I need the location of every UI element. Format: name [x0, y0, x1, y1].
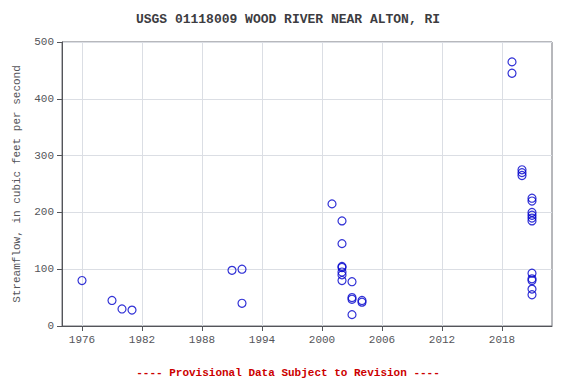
svg-text:---- Provisional Data Subject: ---- Provisional Data Subject to Revisio… — [136, 367, 440, 379]
svg-text:2012: 2012 — [429, 334, 455, 346]
svg-text:1982: 1982 — [129, 334, 155, 346]
svg-text:Streamflow, in cubic feet per: Streamflow, in cubic feet per second — [11, 65, 23, 303]
svg-text:400: 400 — [34, 93, 54, 105]
svg-text:1988: 1988 — [189, 334, 215, 346]
svg-text:200: 200 — [34, 206, 54, 218]
svg-text:2006: 2006 — [369, 334, 395, 346]
svg-text:0: 0 — [47, 320, 54, 332]
svg-text:300: 300 — [34, 150, 54, 162]
svg-text:2000: 2000 — [309, 334, 335, 346]
svg-text:500: 500 — [34, 36, 54, 48]
svg-text:2018: 2018 — [489, 334, 515, 346]
svg-text:1976: 1976 — [69, 334, 95, 346]
svg-text:100: 100 — [34, 263, 54, 275]
svg-text:1994: 1994 — [249, 334, 276, 346]
svg-text:USGS 01118009 WOOD RIVER NEAR: USGS 01118009 WOOD RIVER NEAR ALTON, RI — [136, 12, 440, 27]
